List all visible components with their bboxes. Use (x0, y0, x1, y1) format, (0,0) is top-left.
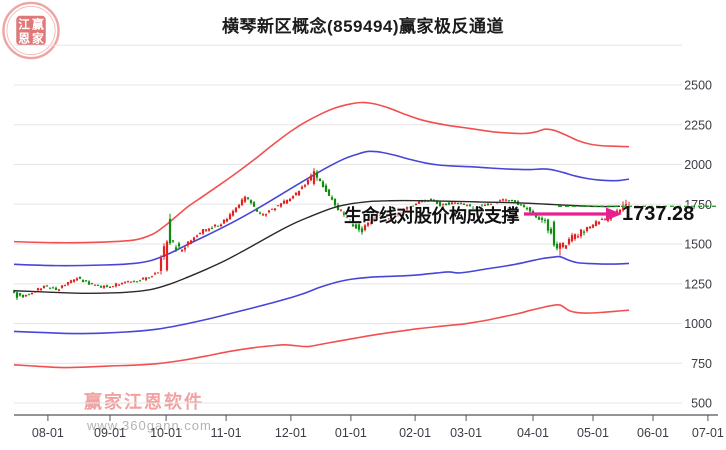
svg-text:750: 750 (691, 357, 712, 371)
svg-text:2500: 2500 (684, 79, 712, 93)
upper-red-channel-line (13, 101, 630, 244)
svg-text:09-01: 09-01 (94, 426, 126, 440)
svg-text:2250: 2250 (684, 118, 712, 132)
support-annotation-text: 生命线对股价构成支撑 (344, 206, 520, 226)
chart-title: 横琴新区概念(859494)赢家极反通道 (221, 17, 505, 36)
svg-text:500: 500 (691, 397, 712, 411)
y-axis-labels: 500 750 1000 1250 1500 1750 2000 2250 2500 (684, 79, 712, 411)
svg-text:11-01: 11-01 (211, 426, 242, 440)
svg-text:12-01: 12-01 (275, 426, 307, 440)
svg-text:1000: 1000 (684, 317, 712, 331)
lower-blue-channel-line (13, 255, 630, 335)
svg-text:10-01: 10-01 (150, 426, 182, 440)
grid-lines (14, 44, 682, 404)
svg-text:03-01: 03-01 (450, 426, 482, 440)
lower-red-channel-line (13, 303, 630, 369)
svg-text:1750: 1750 (684, 198, 712, 212)
svg-text:02-01: 02-01 (399, 426, 431, 440)
svg-text:1500: 1500 (684, 238, 712, 252)
svg-text:08-01: 08-01 (32, 426, 64, 440)
svg-text:07-01: 07-01 (692, 426, 724, 440)
svg-text:04-01: 04-01 (517, 426, 549, 440)
svg-text:2000: 2000 (684, 158, 712, 172)
candles (12, 168, 631, 300)
svg-text:1250: 1250 (684, 277, 712, 291)
life-line (13, 199, 621, 295)
svg-text:01-01: 01-01 (335, 426, 367, 440)
upper-blue-channel-line (13, 150, 630, 267)
support-arrow-icon (524, 207, 622, 221)
x-axis: 08-01 09-01 10-01 11-01 12-01 01-01 02-01 03-01… (14, 414, 724, 440)
svg-text:06-01: 06-01 (637, 426, 669, 440)
last-price-label: 1737.28 (622, 203, 695, 225)
svg-text:05-01: 05-01 (577, 426, 609, 440)
